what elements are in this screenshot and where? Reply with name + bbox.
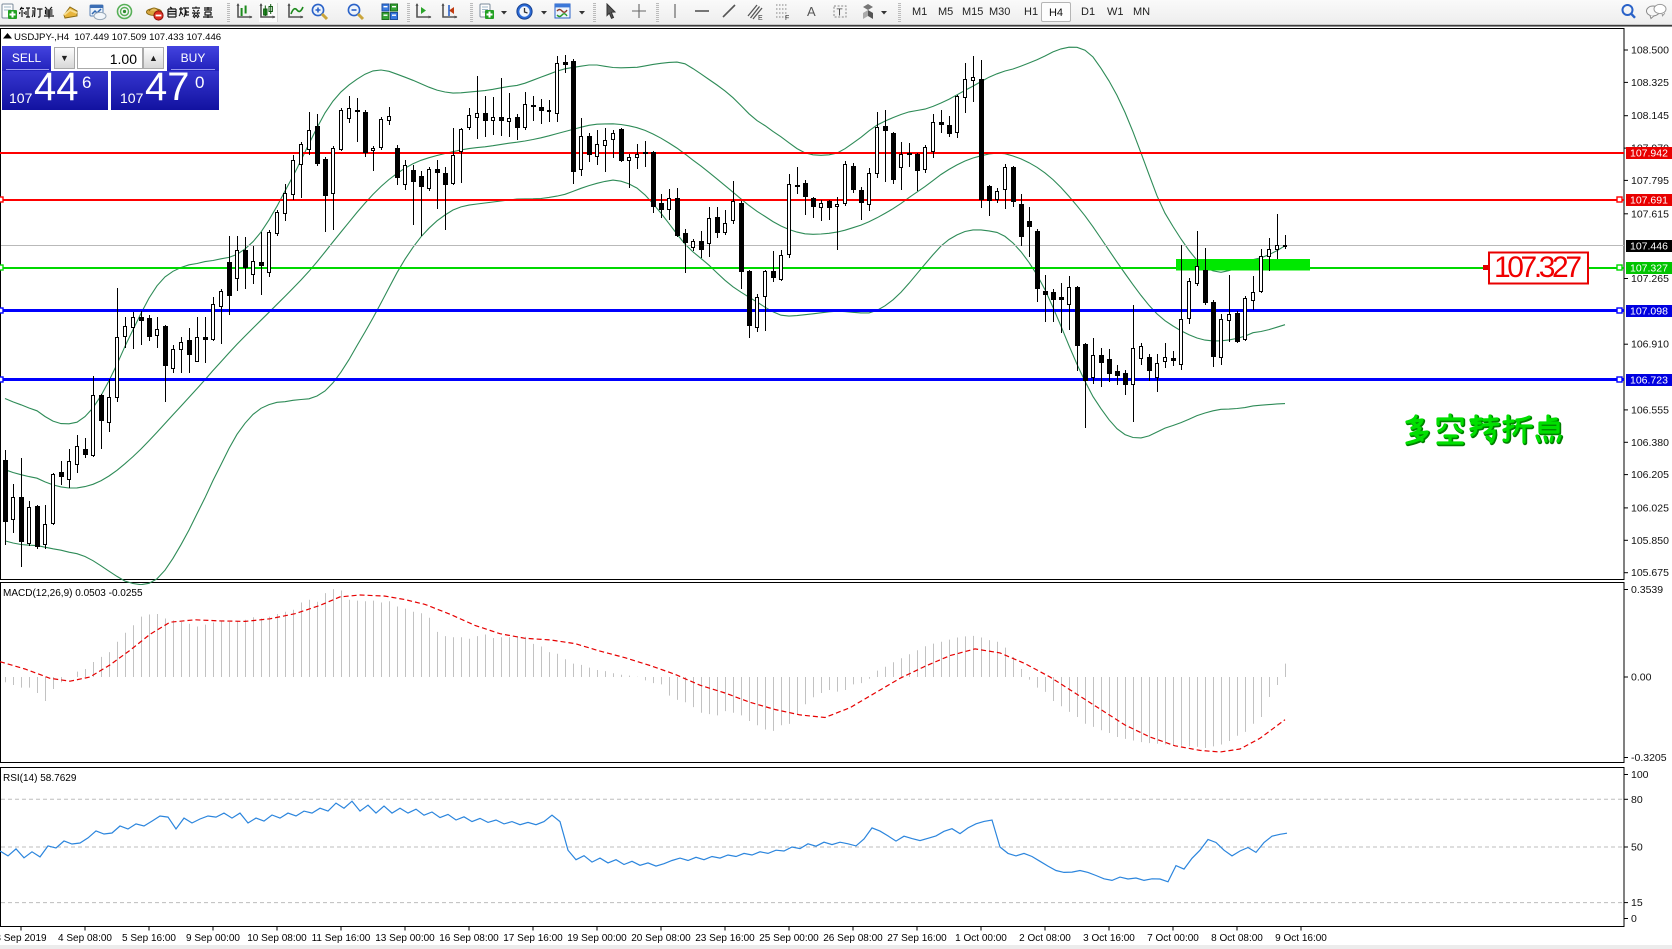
svg-text:RSI(14) 58.7629: RSI(14) 58.7629 bbox=[3, 773, 77, 784]
svg-text:5 Sep 16:00: 5 Sep 16:00 bbox=[122, 933, 176, 944]
svg-text:2 Oct 08:00: 2 Oct 08:00 bbox=[1019, 933, 1071, 944]
svg-text:106.025: 106.025 bbox=[1631, 502, 1669, 514]
svg-text:19 Sep 00:00: 19 Sep 00:00 bbox=[567, 933, 627, 944]
svg-text:T: T bbox=[837, 8, 843, 19]
svg-text:13 Sep 00:00: 13 Sep 00:00 bbox=[375, 933, 435, 944]
svg-text:107.942: 107.942 bbox=[1630, 147, 1668, 159]
svg-text:107.098: 107.098 bbox=[1630, 305, 1668, 317]
svg-text:9 Oct 16:00: 9 Oct 16:00 bbox=[1275, 933, 1327, 944]
svg-text:-0.3205: -0.3205 bbox=[1631, 752, 1667, 764]
svg-text:0.3539: 0.3539 bbox=[1631, 584, 1663, 596]
svg-text:9 Sep 00:00: 9 Sep 00:00 bbox=[186, 933, 240, 944]
svg-text:108.145: 108.145 bbox=[1631, 110, 1669, 122]
svg-text:7 Oct 00:00: 7 Oct 00:00 bbox=[1147, 933, 1199, 944]
svg-text:3 Sep 2019: 3 Sep 2019 bbox=[0, 933, 47, 944]
svg-text:107.327: 107.327 bbox=[1494, 251, 1582, 284]
svg-text:26 Sep 08:00: 26 Sep 08:00 bbox=[823, 933, 883, 944]
svg-text:23 Sep 16:00: 23 Sep 16:00 bbox=[695, 933, 755, 944]
svg-text:80: 80 bbox=[1631, 794, 1643, 806]
svg-text:15: 15 bbox=[1631, 897, 1643, 909]
svg-text:106.205: 106.205 bbox=[1631, 469, 1669, 481]
svg-text:8 Oct 08:00: 8 Oct 08:00 bbox=[1211, 933, 1263, 944]
svg-text:108.500: 108.500 bbox=[1631, 45, 1669, 57]
svg-text:107.691: 107.691 bbox=[1630, 194, 1668, 206]
svg-text:A: A bbox=[807, 4, 816, 19]
svg-text:100: 100 bbox=[1631, 769, 1649, 781]
svg-text:107.615: 107.615 bbox=[1631, 208, 1669, 220]
svg-text:105.850: 105.850 bbox=[1631, 535, 1669, 547]
svg-text:16 Sep 08:00: 16 Sep 08:00 bbox=[439, 933, 499, 944]
svg-text:107.446: 107.446 bbox=[1630, 240, 1668, 252]
svg-text:11 Sep 16:00: 11 Sep 16:00 bbox=[312, 933, 371, 944]
svg-text:10 Sep 08:00: 10 Sep 08:00 bbox=[247, 933, 307, 944]
svg-text:F: F bbox=[785, 15, 789, 22]
svg-text:USDJPY-,H4 107.449 107.509 10: USDJPY-,H4 107.449 107.509 107.433 107.4… bbox=[14, 32, 221, 43]
svg-text:106.910: 106.910 bbox=[1631, 339, 1669, 351]
svg-text:107.327: 107.327 bbox=[1630, 262, 1668, 274]
svg-text:4 Sep 08:00: 4 Sep 08:00 bbox=[58, 933, 112, 944]
svg-text:106.380: 106.380 bbox=[1631, 437, 1669, 449]
svg-text:MACD(12,26,9) 0.0503 -0.0255: MACD(12,26,9) 0.0503 -0.0255 bbox=[3, 588, 143, 599]
svg-text:107.795: 107.795 bbox=[1631, 175, 1669, 187]
svg-text:25 Sep 00:00: 25 Sep 00:00 bbox=[759, 933, 819, 944]
svg-text:17 Sep 16:00: 17 Sep 16:00 bbox=[503, 933, 563, 944]
svg-text:107.265: 107.265 bbox=[1631, 273, 1669, 285]
svg-text:105.675: 105.675 bbox=[1631, 567, 1669, 579]
svg-text:1 Oct 00:00: 1 Oct 00:00 bbox=[955, 933, 1007, 944]
svg-text:108.325: 108.325 bbox=[1631, 77, 1669, 89]
svg-text:27 Sep 16:00: 27 Sep 16:00 bbox=[887, 933, 947, 944]
svg-text:106.723: 106.723 bbox=[1630, 374, 1668, 386]
svg-text:50: 50 bbox=[1631, 842, 1643, 854]
svg-text:0: 0 bbox=[1631, 913, 1637, 925]
svg-text:0.00: 0.00 bbox=[1631, 672, 1652, 684]
svg-text:20 Sep 08:00: 20 Sep 08:00 bbox=[631, 933, 691, 944]
svg-text:106.555: 106.555 bbox=[1631, 404, 1669, 416]
svg-text:3 Oct 16:00: 3 Oct 16:00 bbox=[1083, 933, 1135, 944]
svg-text:E: E bbox=[758, 15, 763, 22]
